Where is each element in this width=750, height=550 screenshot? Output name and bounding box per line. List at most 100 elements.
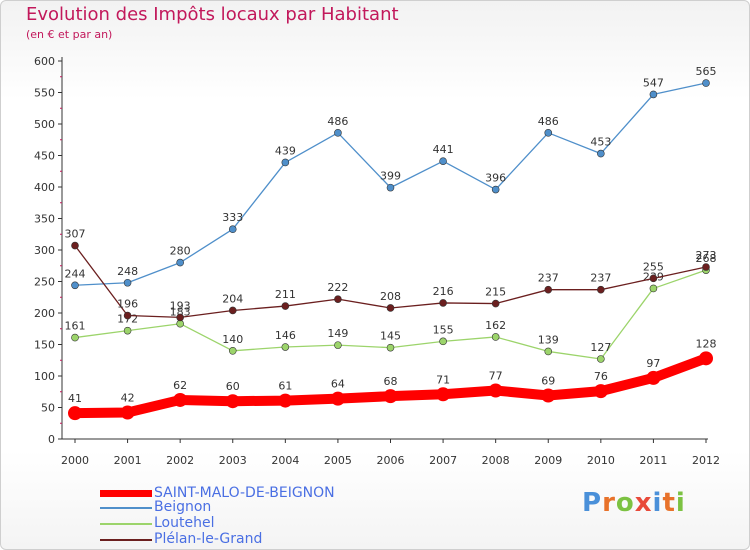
data-point — [383, 389, 398, 404]
data-point — [597, 285, 605, 294]
data-label: 273 — [696, 249, 717, 262]
y-tick-label: 100 — [34, 370, 55, 383]
x-tick-label: 2011 — [639, 454, 667, 467]
data-point — [334, 295, 342, 303]
data-point — [491, 299, 500, 308]
data-label: 280 — [170, 245, 191, 258]
data-point — [386, 304, 395, 312]
logo-letter: t — [662, 488, 676, 518]
y-tick-label: 400 — [34, 181, 55, 194]
data-point — [597, 355, 605, 363]
data-label: 161 — [65, 320, 86, 333]
data-label: 41 — [68, 392, 82, 405]
logo-letter: o — [615, 488, 635, 518]
legend-swatch — [100, 490, 152, 497]
data-label: 162 — [485, 319, 506, 332]
data-label: 127 — [590, 341, 611, 354]
data-point — [228, 306, 237, 315]
data-point — [439, 337, 447, 346]
data-point — [593, 384, 608, 399]
logo-letter: i — [652, 488, 663, 518]
x-tick-label: 2010 — [587, 454, 615, 467]
data-point — [702, 79, 710, 87]
data-point — [439, 299, 447, 307]
logo-letter: i — [675, 488, 686, 518]
data-point — [597, 149, 605, 158]
data-label: 64 — [331, 378, 345, 391]
data-label: 69 — [541, 375, 555, 388]
legend-swatch — [100, 523, 152, 525]
data-label: 486 — [538, 115, 559, 128]
y-tick-label: 600 — [34, 55, 55, 68]
data-point — [120, 405, 135, 420]
x-tick-label: 2012 — [692, 454, 720, 467]
x-tick-label: 2004 — [271, 454, 299, 467]
y-tick-label: 50 — [41, 402, 55, 415]
data-label: 196 — [117, 298, 138, 311]
data-label: 71 — [436, 373, 450, 386]
data-point — [386, 343, 395, 352]
data-point — [281, 158, 290, 167]
data-point — [228, 225, 237, 234]
x-tick-label: 2006 — [377, 454, 405, 467]
data-point — [702, 263, 710, 271]
y-tick-label: 500 — [34, 118, 55, 131]
x-tick-label: 2000 — [61, 454, 89, 467]
proxiti-logo: Proxiti — [582, 488, 686, 518]
data-point — [646, 370, 661, 385]
data-point — [386, 183, 395, 192]
data-label: 486 — [327, 115, 348, 128]
data-label: 268 — [696, 252, 717, 265]
data-label: 62 — [173, 379, 187, 392]
data-point — [123, 311, 132, 320]
data-point — [491, 185, 500, 194]
data-label: 140 — [222, 333, 243, 346]
data-label: 208 — [380, 290, 401, 303]
data-label: 255 — [643, 260, 664, 273]
data-point — [541, 388, 556, 403]
data-point — [544, 129, 553, 137]
data-label: 128 — [696, 337, 717, 350]
data-label: 183 — [170, 306, 191, 319]
data-label: 441 — [433, 143, 454, 156]
data-label: 149 — [327, 327, 348, 340]
data-label: 248 — [117, 265, 138, 278]
legend-label: SAINT-MALO-DE-BEIGNON — [154, 485, 335, 501]
y-tick-label: 450 — [34, 150, 55, 163]
chart-subtitle: (en € et par an) — [26, 28, 113, 41]
data-point — [176, 319, 184, 328]
data-label: 60 — [226, 380, 240, 393]
x-tick-label: 2005 — [324, 454, 352, 467]
logo-letter: P — [582, 488, 603, 518]
data-label: 97 — [646, 357, 660, 370]
data-point — [176, 313, 184, 322]
data-point — [68, 406, 82, 421]
data-label: 244 — [65, 267, 86, 280]
y-tick-label: 0 — [48, 433, 55, 446]
legend-label: Plélan-le-Grand — [154, 531, 263, 547]
data-point — [71, 281, 79, 290]
data-point — [439, 157, 447, 165]
data-point — [334, 129, 342, 137]
data-label: 237 — [538, 272, 559, 285]
data-point — [544, 347, 553, 356]
data-point — [330, 391, 345, 406]
data-point — [278, 393, 293, 408]
data-label: 77 — [489, 369, 503, 382]
data-point — [544, 285, 553, 294]
data-label: 139 — [538, 333, 559, 346]
y-tick-label: 200 — [34, 307, 55, 320]
data-point — [71, 333, 79, 342]
data-label: 565 — [696, 65, 717, 78]
data-point — [123, 278, 132, 287]
x-tick-label: 2007 — [429, 454, 457, 467]
data-point — [173, 392, 188, 407]
data-label: 215 — [485, 286, 506, 299]
data-label: 211 — [275, 288, 296, 301]
data-label: 222 — [327, 281, 348, 294]
y-tick-label: 150 — [34, 339, 55, 352]
x-tick-label: 2001 — [114, 454, 142, 467]
data-point — [649, 284, 658, 293]
data-label: 237 — [590, 272, 611, 285]
